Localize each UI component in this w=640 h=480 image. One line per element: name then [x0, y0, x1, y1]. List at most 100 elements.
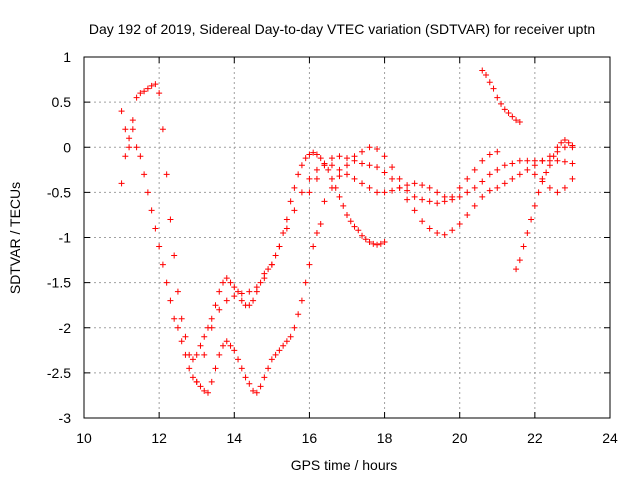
data-point: [456, 193, 463, 200]
data-point: [313, 151, 320, 158]
data-point: [148, 82, 155, 89]
data-point: [509, 175, 516, 182]
data-point: [524, 166, 531, 173]
data-point: [434, 229, 441, 236]
y-tick-label: -1: [59, 230, 72, 246]
data-point: [520, 243, 527, 250]
data-point: [464, 211, 471, 218]
data-point: [381, 153, 388, 160]
data-point: [486, 187, 493, 194]
data-point: [295, 311, 302, 318]
data-point: [479, 67, 486, 74]
data-point: [554, 189, 561, 196]
data-point: [516, 171, 523, 178]
data-point: [366, 144, 373, 151]
series-arc-8: [531, 171, 576, 196]
data-point: [569, 175, 576, 182]
data-point: [212, 302, 219, 309]
data-point: [310, 149, 317, 156]
data-point: [479, 157, 486, 164]
data-point: [374, 189, 381, 196]
data-point: [118, 108, 125, 115]
data-point: [253, 284, 260, 291]
data-point: [216, 306, 223, 313]
data-point: [344, 162, 350, 169]
data-point: [501, 180, 508, 187]
data-point: [201, 333, 208, 340]
data-point: [471, 166, 478, 173]
data-point: [539, 175, 546, 182]
data-point: [516, 257, 523, 264]
data-point: [531, 202, 538, 209]
data-point: [280, 342, 287, 349]
data-point: [193, 378, 200, 385]
data-point: [404, 196, 411, 203]
data-point: [374, 164, 381, 171]
data-point: [464, 175, 471, 182]
y-tick-label: -3: [59, 410, 72, 426]
data-point: [359, 232, 366, 239]
data-point: [516, 157, 523, 164]
data-point: [464, 189, 471, 196]
data-point: [144, 85, 151, 92]
data-point: [156, 243, 163, 250]
data-point: [261, 275, 268, 282]
data-point: [359, 148, 366, 155]
series-arc-3: [193, 157, 576, 385]
data-point: [152, 225, 159, 232]
data-point: [182, 333, 189, 340]
data-point: [426, 184, 433, 191]
data-point: [231, 284, 238, 291]
data-point: [246, 302, 253, 309]
data-point: [535, 189, 542, 196]
data-point: [419, 196, 426, 203]
data-point: [359, 180, 366, 187]
data-point: [546, 184, 553, 191]
data-point: [550, 153, 557, 160]
data-point: [396, 175, 403, 182]
series-arc-1: [118, 81, 388, 363]
data-point: [561, 137, 568, 144]
data-point: [197, 342, 204, 349]
data-point: [505, 109, 512, 116]
data-point: [321, 198, 328, 205]
data-point: [486, 151, 493, 158]
data-point: [178, 315, 185, 322]
y-tick-label: 0.5: [52, 94, 72, 110]
data-point: [186, 365, 193, 372]
data-point: [313, 166, 320, 173]
data-point: [325, 166, 332, 173]
data-point: [137, 153, 144, 160]
data-point: [374, 241, 381, 248]
data-point: [253, 389, 260, 396]
data-point: [336, 193, 343, 200]
data-point: [193, 351, 200, 358]
data-point: [366, 239, 373, 246]
data-point: [543, 169, 550, 176]
x-tick-label: 20: [452, 430, 468, 446]
data-point: [328, 162, 335, 169]
data-point: [524, 229, 531, 236]
x-axis: 10 12 14 16 18 20 22 24: [76, 57, 618, 446]
y-tick-label: -1.5: [47, 275, 71, 291]
data-point: [389, 187, 396, 194]
data-point: [227, 342, 234, 349]
data-point: [159, 126, 166, 133]
x-tick-label: 18: [377, 430, 393, 446]
data-point: [246, 380, 253, 387]
data-point: [235, 356, 242, 363]
data-point: [201, 387, 208, 394]
data-point: [148, 207, 155, 214]
data-point: [287, 333, 294, 340]
data-point: [283, 216, 290, 223]
data-point: [163, 279, 170, 286]
data-point: [283, 338, 290, 345]
data-point: [558, 139, 565, 146]
data-point: [344, 171, 350, 178]
data-point: [189, 356, 196, 363]
data-point: [126, 144, 133, 151]
data-point: [223, 297, 230, 304]
data-point: [359, 160, 366, 167]
data-point: [208, 324, 215, 331]
data-point: [178, 338, 185, 345]
